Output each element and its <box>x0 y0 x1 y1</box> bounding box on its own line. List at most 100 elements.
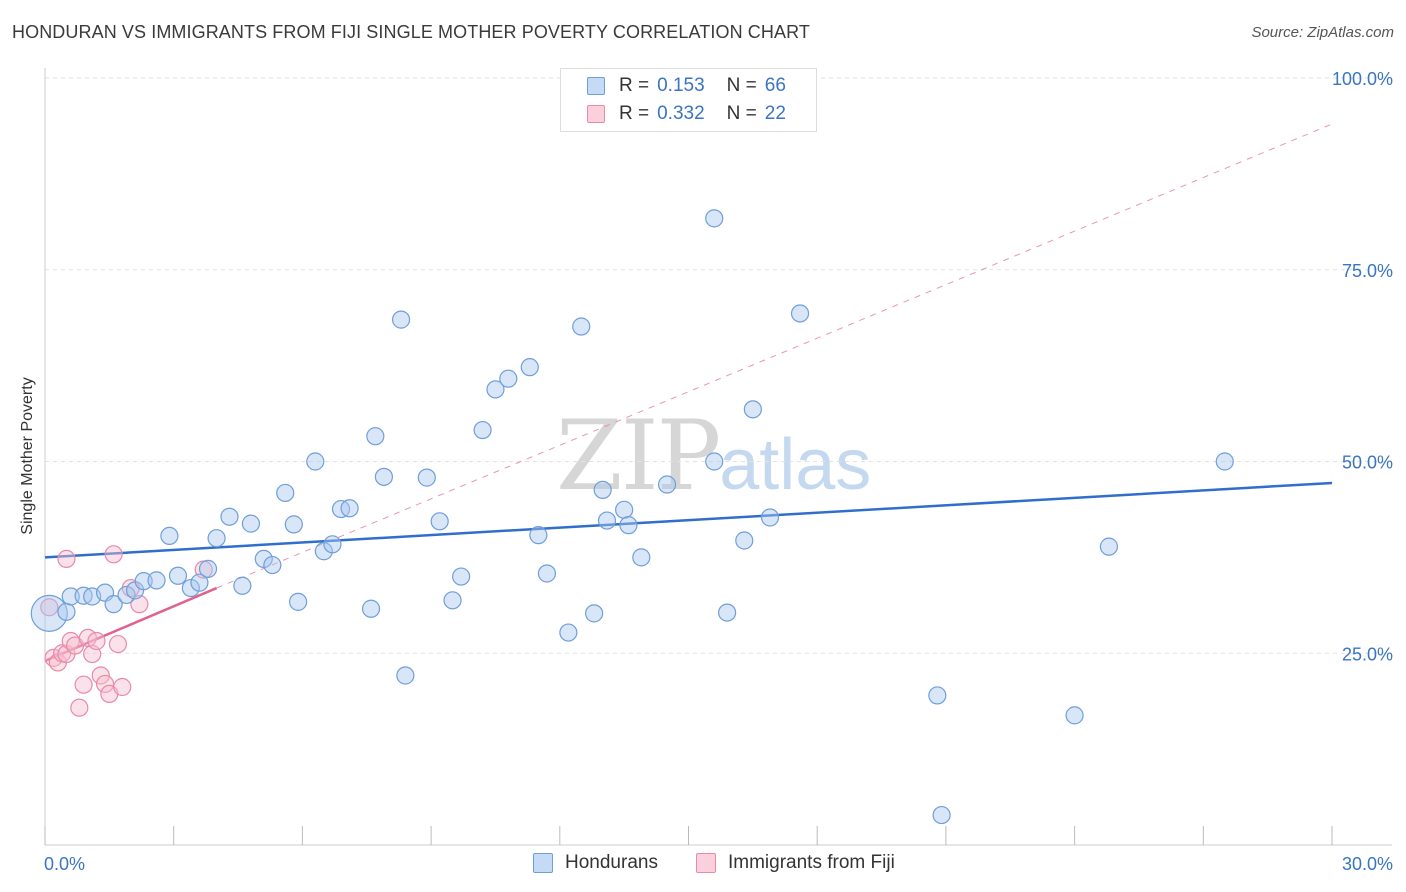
fiji-point <box>108 634 128 654</box>
series-fiji-points <box>40 545 213 717</box>
hondurans-point <box>537 564 557 583</box>
x-tick-label-max: 30.0% <box>1342 854 1393 874</box>
hondurans-point <box>181 578 200 598</box>
fiji-point <box>74 675 93 694</box>
hondurans-point <box>585 604 604 623</box>
hondurans-point <box>306 452 325 471</box>
hondurans-point <box>593 480 612 499</box>
hondurans-point <box>572 317 591 336</box>
fiji-point <box>113 677 132 697</box>
source-label: Source: ZipAtlas.com <box>1251 24 1394 41</box>
fiji-point <box>40 598 59 617</box>
hondurans-point <box>520 358 539 377</box>
hondurans-point <box>276 483 295 503</box>
hondurans-point <box>928 686 947 705</box>
hondurans-point <box>207 529 226 548</box>
legend-r-value: 0.153 <box>657 75 705 96</box>
hondurans-point <box>486 380 505 399</box>
hondurans-point <box>361 599 381 618</box>
hondurans-point <box>790 304 810 323</box>
hondurans-point <box>443 591 462 610</box>
bottom-legend-swatch-pink <box>696 853 716 873</box>
hondurans-point <box>134 572 153 591</box>
hondurans-point <box>657 475 677 494</box>
chart-title: HONDURAN VS IMMIGRANTS FROM FIJI SINGLE … <box>12 22 810 42</box>
axes <box>44 68 1392 846</box>
watermark-zip: ZIP <box>556 400 721 512</box>
hondurans-point <box>705 209 724 228</box>
hondurans-point <box>366 427 385 446</box>
hondurans-point <box>1215 452 1234 471</box>
fiji-trend-extension <box>216 123 1333 589</box>
legend-n-value: 22 <box>764 103 786 124</box>
hondurans-point <box>396 666 415 685</box>
legend-r-label: R = <box>619 103 650 124</box>
bottom-legend-swatch-blue <box>533 853 553 873</box>
tick-labels: 25.0% 50.0% 75.0% 100.0% 0.0% 30.0% <box>44 69 1393 874</box>
hondurans-point <box>147 571 166 590</box>
hondurans-point <box>391 310 411 329</box>
hondurans-point <box>323 535 342 554</box>
legend-n-value: 66 <box>764 75 786 96</box>
hondurans-point <box>735 531 754 550</box>
hondurans-point <box>233 576 252 595</box>
hondurans-point <box>597 511 617 530</box>
legend-r-label: R = <box>619 75 650 96</box>
bottom-legend: Hondurans Immigrants from Fiji <box>0 852 1406 876</box>
hondurans-point <box>190 573 209 592</box>
legend-n-label: N = <box>726 75 757 96</box>
bottom-legend-label-hondurans: Hondurans <box>565 852 658 873</box>
fiji-point <box>95 674 115 694</box>
hondurans-point <box>104 595 123 614</box>
legend-swatch-blue <box>587 77 605 95</box>
hondurans-point <box>760 508 780 527</box>
hondurans-point <box>340 499 359 518</box>
hondurans-point <box>117 585 136 605</box>
hondurans-point <box>220 507 239 526</box>
fiji-point <box>70 698 89 717</box>
y-tick-label: 100.0% <box>1332 69 1393 89</box>
hondurans-point <box>57 602 76 621</box>
hondurans-point <box>263 555 282 575</box>
y-tick-label: 50.0% <box>1342 453 1393 473</box>
hondurans-point <box>284 515 303 534</box>
hondurans-point <box>198 559 218 578</box>
fiji-point <box>57 549 76 569</box>
hondurans-point <box>374 467 394 486</box>
grid-lines <box>45 77 1392 654</box>
fiji-point <box>91 666 110 685</box>
legend-row-fiji: R = 0.332 N = 22 <box>587 102 786 126</box>
hondurans-point <box>241 514 261 533</box>
hondurans-point <box>30 594 68 632</box>
series-hondurans-points <box>30 209 1234 825</box>
legend-swatch-pink <box>587 105 605 123</box>
hondurans-point <box>559 623 578 642</box>
y-tick-label: 75.0% <box>1342 261 1393 281</box>
hondurans-point <box>160 526 179 545</box>
legend-r-value: 0.332 <box>657 103 705 124</box>
hondurans-point <box>1099 537 1119 556</box>
fiji-point <box>130 595 149 614</box>
hondurans-point <box>632 548 651 567</box>
hondurans-point <box>452 567 471 586</box>
bottom-legend-hondurans: Hondurans <box>533 852 658 874</box>
hondurans-point <box>289 592 308 611</box>
hondurans-point <box>61 587 80 606</box>
hondurans-point <box>615 500 634 519</box>
watermark: ZIPatlas <box>556 400 871 512</box>
hondurans-point <box>718 603 737 622</box>
hondurans-point <box>932 805 951 825</box>
hondurans-point <box>743 400 762 419</box>
hondurans-trend-line <box>44 481 1333 559</box>
legend-box: R = 0.153 N = 66 R = 0.332 N = 22 <box>560 68 817 132</box>
legend-row-hondurans: R = 0.153 N = 66 <box>587 74 786 98</box>
hondurans-point <box>168 566 188 585</box>
y-tick-label: 25.0% <box>1342 644 1393 664</box>
fiji-point <box>87 631 106 651</box>
hondurans-point <box>417 468 436 487</box>
x-tick-label-min: 0.0% <box>44 854 85 874</box>
hondurans-point <box>499 369 518 388</box>
hondurans-point <box>1065 706 1084 725</box>
hondurans-point <box>430 512 449 531</box>
